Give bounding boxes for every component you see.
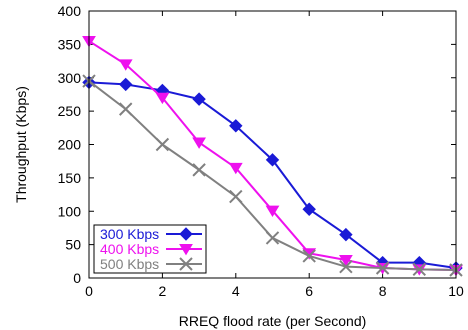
y-tick-label: 300 [58,70,82,86]
data-point [229,119,243,133]
y-tick-label: 150 [58,170,82,186]
legend-label: 400 Kbps [100,241,159,257]
y-tick-label: 100 [58,203,82,219]
legend-marker [179,227,193,241]
data-point [339,227,353,242]
data-point [155,92,170,105]
x-tick-label: 10 [448,283,464,299]
data-point [192,137,206,149]
plot-frame [88,10,457,279]
data-point [375,261,390,275]
data-point [155,137,170,152]
legend-label: 300 Kbps [100,226,159,242]
x-tick-label: 2 [159,283,167,299]
legend-entry: 300 Kbps [100,226,202,242]
data-point [412,262,427,277]
x-tick-label: 6 [305,283,313,299]
data-point [192,92,206,106]
data-point [265,153,280,167]
legend-label: 500 Kbps [100,256,159,272]
data-point [118,102,133,116]
y-tick-label: 400 [58,3,82,19]
x-tick-label: 8 [379,283,387,299]
data-point [118,77,133,92]
data-point [302,249,316,263]
x-tick-label: 0 [85,283,93,299]
series-500-kbps [82,74,463,277]
y-tick-label: 200 [58,137,82,153]
y-tick-label: 0 [73,270,81,286]
data-point [118,59,133,71]
data-point [339,259,353,274]
legend-marker [179,244,193,256]
data-point [228,162,243,175]
data-point [265,205,280,217]
data-point [302,202,316,216]
data-point [339,254,353,267]
y-tick-label: 250 [58,103,82,119]
y-axis-label: Throughput (Kbps) [13,86,29,203]
data-point [265,231,280,245]
data-point [192,163,206,177]
y-tick-label: 350 [58,36,82,52]
data-point [229,189,243,204]
legend-entry: 400 Kbps [100,241,202,257]
y-tick-label: 50 [65,237,81,253]
legend-marker [179,257,193,271]
legend-entry: 500 Kbps [100,256,202,272]
x-axis-label: RREQ flood rate (per Second) [179,313,367,329]
x-tick-label: 4 [232,283,240,299]
